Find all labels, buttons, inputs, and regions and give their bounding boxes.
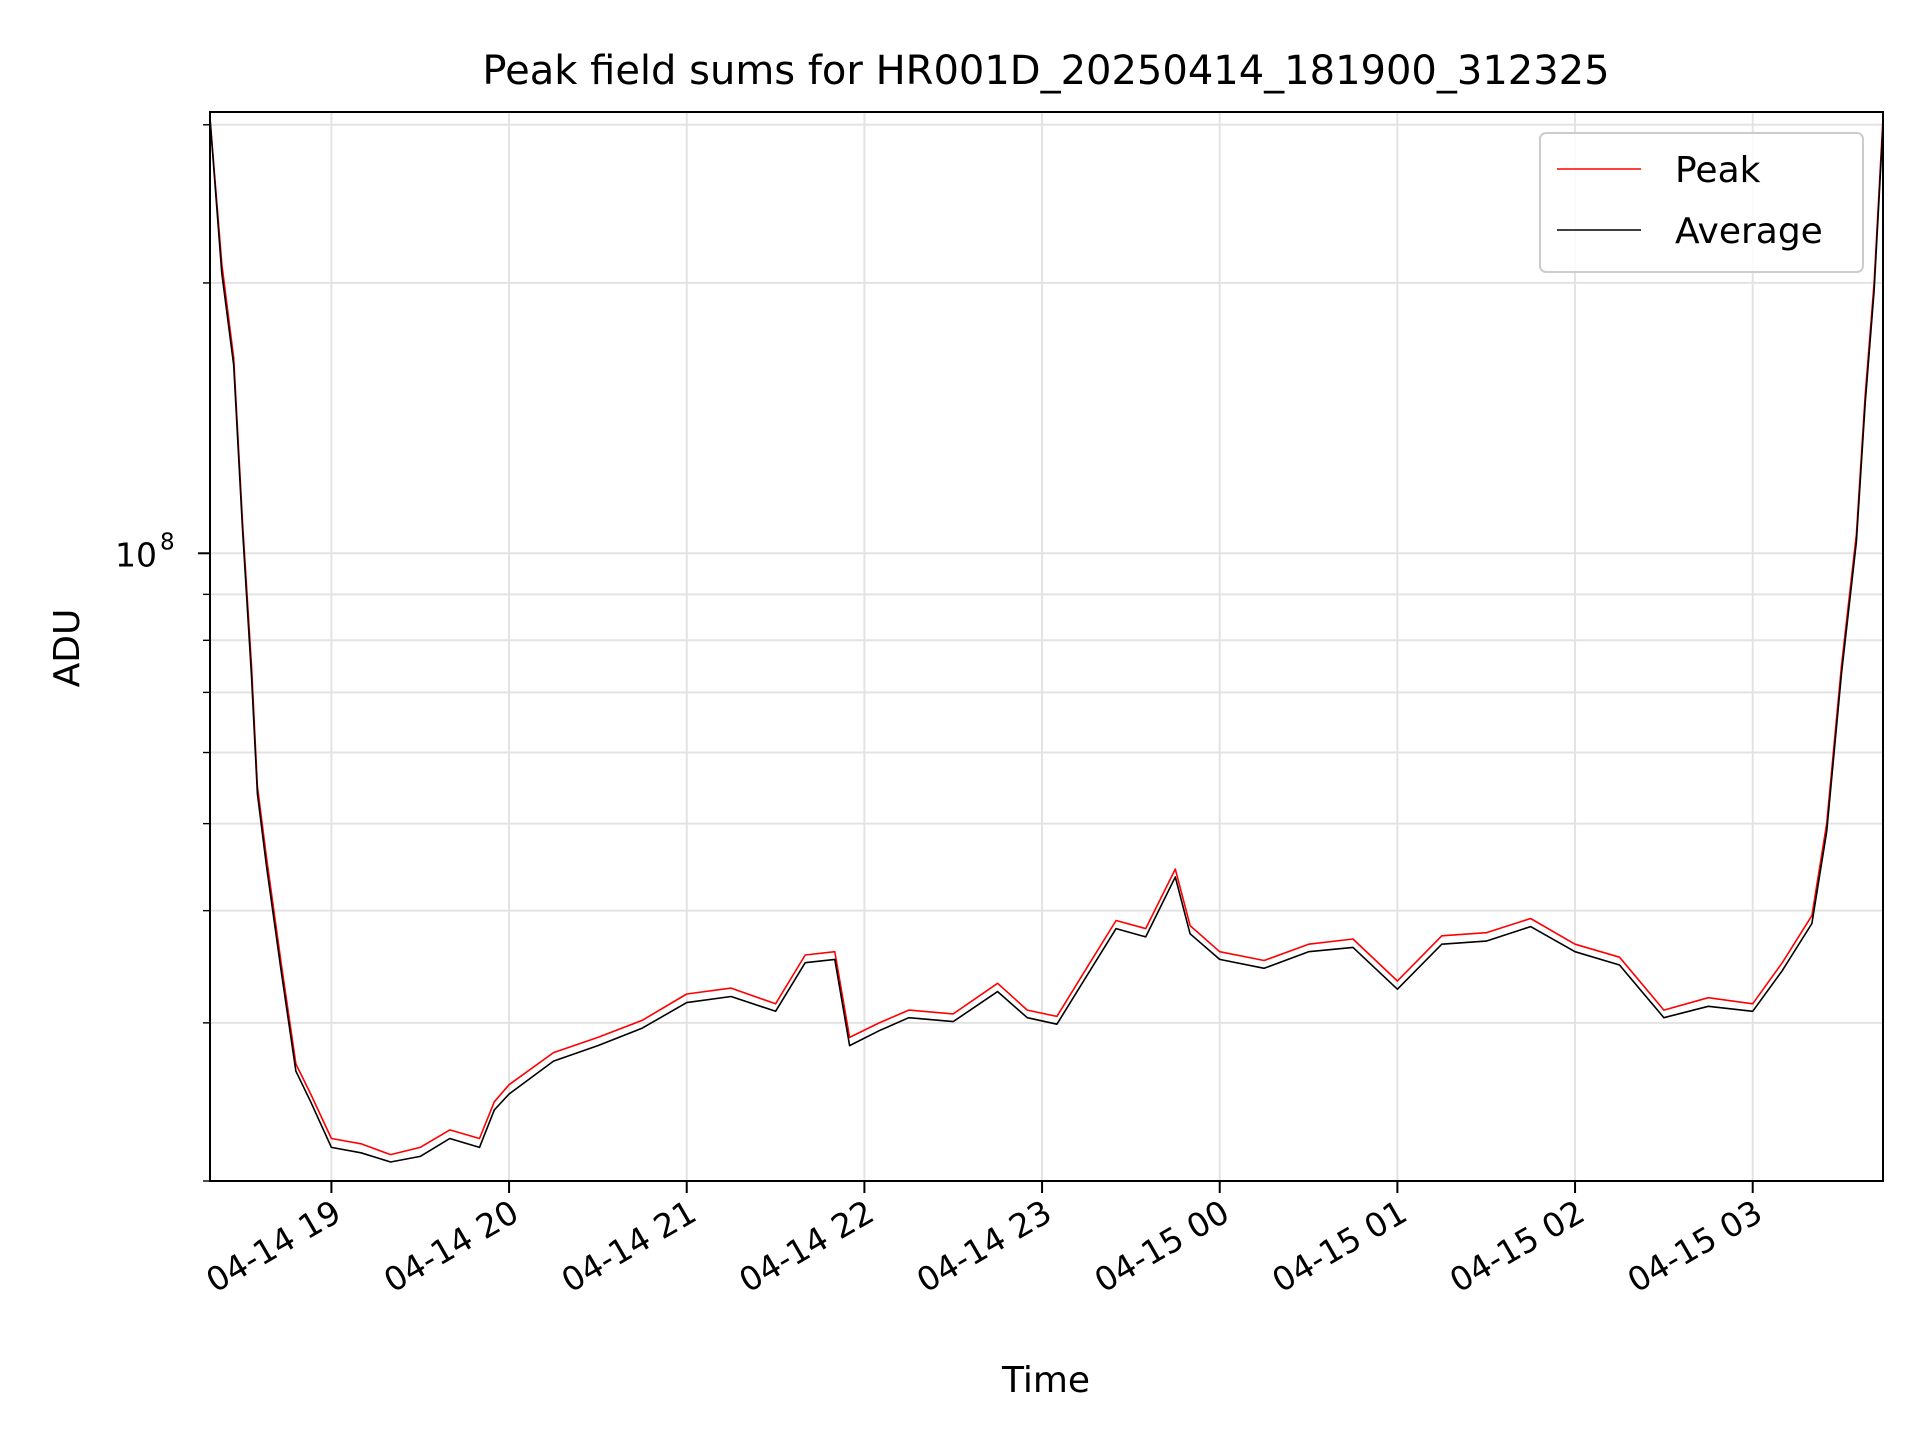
series-line-average [210, 118, 1883, 1163]
y-tick-label-base: 10 [115, 535, 157, 574]
legend-label-average: Average [1675, 211, 1823, 252]
plot-lines [210, 118, 1883, 1163]
legend: Peak Average [1539, 132, 1864, 273]
series-line-peak [210, 118, 1883, 1156]
legend-box [1539, 132, 1864, 273]
y-tick-label-exponent: 8 [160, 529, 175, 555]
x-axis-label: Time [1001, 1360, 1090, 1401]
chart-title: Peak field sums for HR001D_20250414_1819… [482, 48, 1609, 94]
plot-frame [209, 111, 1884, 1182]
y-axis: 10 8 [115, 124, 210, 1182]
legend-label-peak: Peak [1675, 150, 1761, 191]
y-axis-label: ADU [47, 609, 88, 688]
